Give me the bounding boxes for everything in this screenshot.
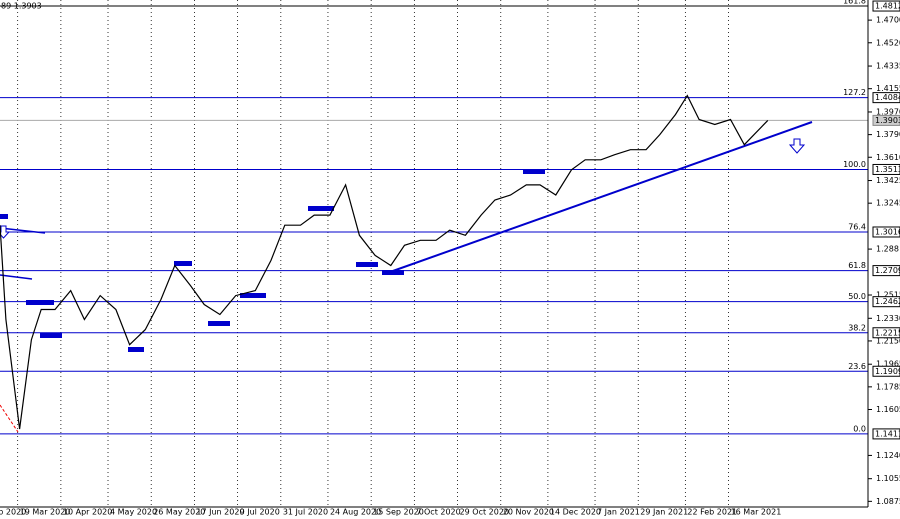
y-tick-label: 1.2330 — [876, 314, 900, 323]
y-tick-label: 1.2515 — [876, 291, 900, 300]
down-arrow — [788, 138, 806, 154]
level-label: 76.4 — [848, 222, 866, 231]
level-price-box — [872, 428, 900, 440]
marker — [356, 262, 378, 267]
y-tick-label: 1.4700 — [876, 16, 900, 25]
trend-line — [389, 121, 813, 273]
x-tick-label: 7 Jan 2021 — [597, 508, 640, 517]
y-tick-label: 1.4155 — [876, 84, 900, 93]
x-tick-label: 26 Feb 2020 — [0, 508, 26, 517]
x-tick-label: 26 May 2020 — [153, 508, 205, 517]
level-price-label: 1.2462 — [875, 297, 900, 306]
marker — [523, 169, 545, 174]
y-tick-label: 1.2150 — [876, 336, 900, 345]
level-label: 38.2 — [848, 323, 866, 332]
x-tick-label: 31 Jul 2020 — [283, 508, 328, 517]
y-tick-label: 1.1965 — [876, 360, 900, 369]
info-text: 89 1.3903 — [1, 2, 42, 11]
level-price-box — [872, 92, 900, 104]
y-tick-label: 1.3790 — [876, 130, 900, 139]
level-price-box — [872, 327, 900, 339]
y-tick-label: 1.3425 — [876, 176, 900, 185]
y-tick-label: 1.288 — [876, 245, 899, 254]
x-tick-label: 4 May 2020 — [110, 508, 157, 517]
y-tick-label: 1.0875 — [876, 497, 900, 506]
x-tick-label: 9 Jul 2020 — [240, 508, 280, 517]
level-price-label: 1.2709 — [875, 266, 900, 275]
x-tick-label: 15 Sep 2020 — [373, 508, 424, 517]
level-price-box — [872, 163, 900, 175]
level-label: 0.0 — [853, 424, 866, 433]
level-price-box — [872, 296, 900, 308]
dashed-line — [0, 404, 19, 433]
level-price-label: 1.4812 — [875, 2, 900, 11]
trend-line — [0, 274, 33, 280]
y-tick-label: 1.1240 — [876, 451, 900, 460]
marker — [40, 333, 62, 338]
level-label: 100.0 — [843, 160, 866, 169]
x-tick-label: 29 Jan 2021 — [640, 508, 688, 517]
level-price-box — [872, 0, 900, 12]
y-tick-label: 1.4335 — [876, 62, 900, 71]
x-tick-label: 22 Feb 2021 — [687, 508, 737, 517]
y-tick-label: 1.1605 — [876, 405, 900, 414]
x-tick-label: 16 Mar 2021 — [731, 508, 782, 517]
levels-layer: 161.8 127.2 100.0 76.4 61.8 50.0 38.2 23.6 0.0 — [0, 0, 868, 435]
x-tick-label: 20 Nov 2020 — [503, 508, 554, 517]
x-tick-label: 29 Oct 2020 — [460, 508, 509, 517]
level-price-label: 1.4084 — [875, 93, 900, 102]
y-tick-label: 1.3245 — [876, 199, 900, 208]
level-price-label: 1.2215 — [875, 328, 900, 337]
level-label: 50.0 — [848, 292, 866, 301]
current-price-box — [872, 114, 900, 126]
level-price-label: 1.3513 — [875, 165, 900, 174]
marker — [208, 321, 230, 326]
y-tick-label: 1.1055 — [876, 474, 900, 483]
level-price-box — [872, 365, 900, 377]
x-tick-label: 17 Jun 2020 — [196, 508, 244, 517]
plot-layer — [0, 94, 769, 430]
x-tick-label: 24 Aug 2020 — [330, 508, 381, 517]
x-tick-label: 19 Mar 2020 — [20, 508, 71, 517]
marker — [174, 261, 192, 266]
marker — [382, 270, 404, 275]
level-label: 161.8 — [843, 0, 866, 6]
level-label: 23.6 — [848, 362, 866, 371]
level-price-label: 1.1909 — [875, 367, 900, 376]
grid-layer — [17, 0, 729, 507]
marker — [0, 214, 8, 219]
level-price-label: 1.3016 — [875, 227, 900, 236]
x-tick-label: 10 Apr 2020 — [63, 508, 112, 517]
y-tick-label: 1.4520 — [876, 38, 900, 47]
price-line — [0, 94, 769, 430]
annotations — [0, 121, 813, 433]
marker — [240, 293, 266, 298]
marker — [128, 347, 144, 352]
down-arrow — [0, 225, 11, 239]
trend-line — [0, 227, 46, 234]
level-label: 61.8 — [848, 261, 866, 270]
x-tick-label: 14 Dec 2020 — [550, 508, 601, 517]
y-tick-label: 1.1785 — [876, 382, 900, 391]
current-price-label: 1.3903 — [875, 116, 900, 125]
y-tick-label: 1.3970 — [876, 107, 900, 116]
marker — [308, 206, 334, 211]
level-price-box — [872, 265, 900, 277]
x-tick-label: 7 Oct 2020 — [416, 508, 460, 517]
level-price-box — [872, 226, 900, 238]
y-tick-label: 1.3610 — [876, 153, 900, 162]
marker — [26, 300, 54, 305]
level-label: 127.2 — [843, 88, 866, 97]
